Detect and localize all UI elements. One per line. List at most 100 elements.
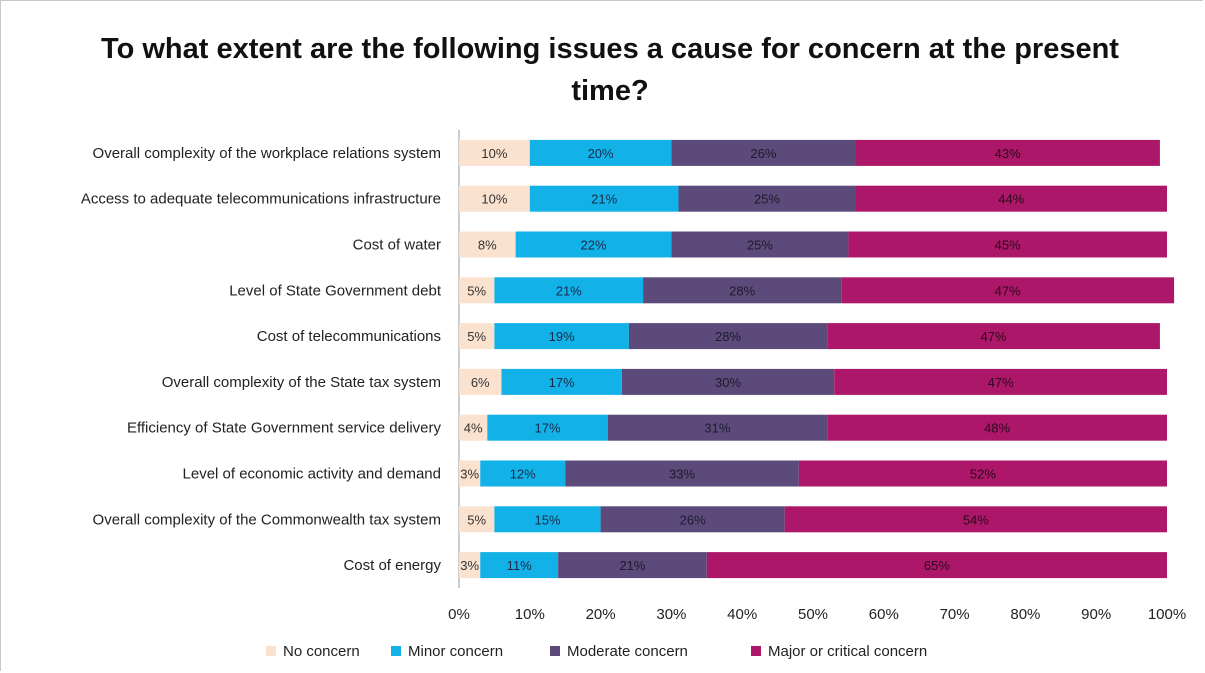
bar-segment	[459, 552, 481, 579]
bar-segment	[621, 368, 835, 395]
data-label: 47%	[981, 329, 1007, 344]
bar-segment	[529, 139, 672, 166]
data-label: 8%	[478, 238, 497, 253]
data-label: 48%	[984, 421, 1010, 436]
bar-segment	[784, 506, 1167, 533]
bar-segment	[841, 277, 1175, 304]
bar-segment	[834, 368, 1167, 395]
data-label: 5%	[467, 283, 486, 298]
bar-segment	[459, 506, 495, 533]
bar-segment	[827, 323, 1160, 350]
data-label: 17%	[549, 375, 575, 390]
data-label: 43%	[995, 146, 1021, 161]
legend-swatch	[266, 646, 276, 656]
bar-segment	[515, 231, 672, 258]
x-tick-label: 100%	[1148, 606, 1186, 623]
bar-segment	[494, 323, 629, 350]
bar-segment	[459, 368, 502, 395]
bar-segment	[855, 139, 1160, 166]
chart-title: To what extent are the following issues …	[101, 33, 1119, 107]
bar-segment	[459, 460, 481, 487]
data-label: 28%	[729, 283, 755, 298]
data-label: 45%	[995, 238, 1021, 253]
data-label: 30%	[715, 375, 741, 390]
bar-segment	[459, 414, 488, 441]
category-label: Cost of water	[353, 237, 441, 254]
data-label: 6%	[471, 375, 490, 390]
category-label: Access to adequate telecommunications in…	[81, 191, 441, 208]
data-label: 33%	[669, 467, 695, 482]
bar-segment	[459, 323, 495, 350]
x-tick-label: 30%	[656, 606, 686, 623]
data-label: 4%	[464, 421, 483, 436]
bar-segment	[628, 323, 828, 350]
category-label: Cost of telecommunications	[257, 328, 441, 345]
data-label: 20%	[588, 146, 614, 161]
x-tick-label: 10%	[515, 606, 545, 623]
bar-segment	[480, 460, 566, 487]
bar-segment	[827, 414, 1167, 441]
bar-segment	[671, 231, 849, 258]
legend-swatch	[550, 646, 560, 656]
data-label: 25%	[747, 238, 773, 253]
x-tick-label: 0%	[448, 606, 470, 623]
legend-label: Major or critical concern	[768, 643, 927, 660]
data-label: 28%	[715, 329, 741, 344]
bar-segment	[487, 414, 608, 441]
data-label: 10%	[481, 192, 507, 207]
category-label: Efficiency of State Government service d…	[127, 420, 442, 437]
data-label: 12%	[510, 467, 536, 482]
x-tick-label: 40%	[727, 606, 757, 623]
bar-segment	[798, 460, 1167, 487]
data-label: 21%	[591, 192, 617, 207]
bar-segment	[558, 552, 707, 579]
legend-swatch	[751, 646, 761, 656]
data-label: 31%	[704, 421, 730, 436]
bar-segment	[459, 139, 530, 166]
legend-label: Minor concern	[408, 643, 503, 660]
legend-label: No concern	[283, 643, 360, 660]
data-label: 26%	[680, 512, 706, 527]
data-label: 26%	[750, 146, 776, 161]
data-label: 5%	[467, 329, 486, 344]
bar-segment	[494, 277, 644, 304]
category-label: Overall complexity of the workplace rela…	[93, 145, 441, 162]
bar-segment	[459, 185, 530, 212]
data-label: 21%	[619, 558, 645, 573]
x-tick-label: 20%	[586, 606, 616, 623]
data-label: 15%	[534, 512, 560, 527]
bar-segment	[565, 460, 799, 487]
data-label: 54%	[963, 512, 989, 527]
category-label: Overall complexity of the State tax syst…	[162, 374, 441, 391]
bar-segment	[480, 552, 559, 579]
data-label: 17%	[534, 421, 560, 436]
bar-segment	[706, 552, 1167, 579]
category-label: Level of State Government debt	[229, 282, 442, 299]
data-label: 47%	[988, 375, 1014, 390]
data-label: 3%	[460, 467, 479, 482]
bar-segment	[459, 277, 495, 304]
bar-segment	[678, 185, 856, 212]
bar-segment	[671, 139, 856, 166]
data-label: 21%	[556, 283, 582, 298]
bar-segment	[501, 368, 622, 395]
bar-segment	[855, 185, 1167, 212]
category-label: Cost of energy	[343, 557, 441, 574]
category-label: Overall complexity of the Commonwealth t…	[93, 511, 441, 528]
data-label: 5%	[467, 512, 486, 527]
x-tick-label: 80%	[1010, 606, 1040, 623]
legend-label: Moderate concern	[567, 643, 688, 660]
data-label: 44%	[998, 192, 1024, 207]
data-label: 10%	[481, 146, 507, 161]
data-label: 22%	[581, 238, 607, 253]
data-label: 25%	[754, 192, 780, 207]
data-label: 3%	[460, 558, 479, 573]
category-label: Level of economic activity and demand	[183, 466, 441, 483]
x-tick-label: 90%	[1081, 606, 1111, 623]
x-tick-label: 60%	[869, 606, 899, 623]
data-label: 65%	[924, 558, 950, 573]
bar-segment	[529, 185, 679, 212]
data-label: 47%	[995, 283, 1021, 298]
